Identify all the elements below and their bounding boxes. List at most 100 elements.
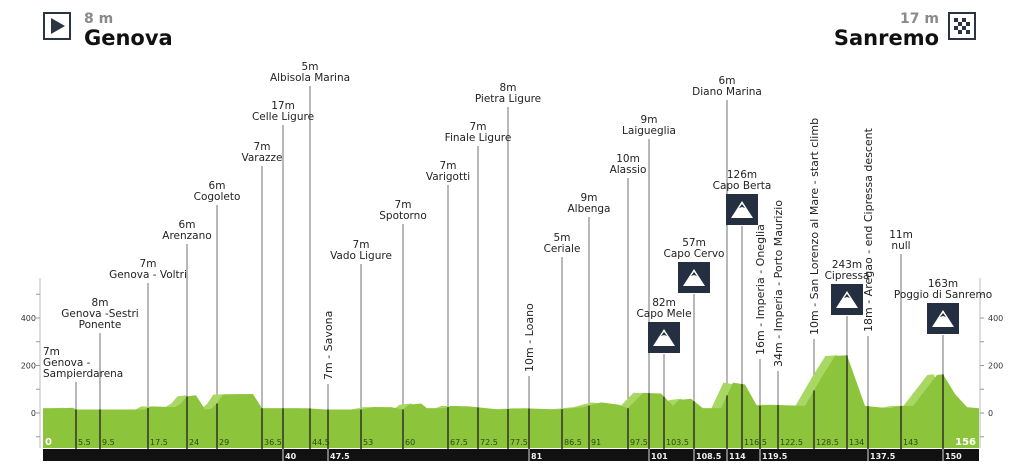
finish-info: 17 m Sanremo	[833, 11, 939, 50]
km-label: 103.5	[666, 438, 689, 447]
point-name: Arenzano	[162, 230, 211, 242]
km-label: 116.5	[744, 438, 767, 447]
km-bar-label: 119.5	[762, 452, 788, 461]
km-label: 97.5	[630, 438, 648, 447]
point-elevation: 6m	[209, 180, 226, 192]
point-name: Sampierdarena	[43, 368, 123, 380]
point-name: Finale Ligure	[445, 132, 512, 144]
point-elevation: 7m	[254, 141, 271, 153]
km-label: 53	[363, 438, 373, 447]
checkered-flag-icon	[948, 12, 976, 40]
point-name: Celle Ligure	[252, 111, 314, 123]
point-elevation: 7m	[140, 258, 157, 270]
km-label: 17.5	[150, 438, 168, 447]
point-elevation: 11m	[889, 229, 913, 241]
km-bar-label: 108.5	[696, 452, 722, 461]
right-y-tick-label: 400	[988, 314, 1003, 323]
profile-highlight	[43, 355, 979, 448]
mountain-icon	[927, 303, 959, 334]
point-elevation: 7m	[353, 239, 370, 251]
point-name: Varazze	[241, 152, 282, 164]
point-label-vertical: 10m - San Lorenzo al Mare - start climb	[808, 118, 821, 335]
point-name: Alassio	[610, 164, 647, 176]
start-icon	[43, 12, 71, 40]
mountain-icon	[726, 194, 758, 225]
mountain-shape	[653, 329, 675, 346]
point-elevation: 8m	[92, 297, 109, 309]
km-label: 44.5	[312, 438, 330, 447]
mountain-peak	[661, 332, 667, 336]
point-elevation: 6m	[179, 219, 196, 231]
point-name: Genova -Sestri	[61, 308, 138, 320]
finish-altitude: 17 m	[900, 11, 939, 27]
point-elevation: 7m	[395, 199, 412, 211]
km-label: 5.5	[78, 438, 91, 447]
climb-icon-box	[678, 262, 710, 293]
point-name: Cipressa	[825, 270, 870, 282]
mountain-icon	[648, 322, 680, 353]
point-elevation: 163m	[928, 278, 958, 290]
point-elevation: 5m	[302, 61, 319, 73]
right-y-tick-label: 200	[988, 362, 1003, 371]
elevation-profile	[43, 355, 979, 448]
point-name: Pietra Ligure	[475, 93, 541, 105]
km-bar-label: 40	[285, 452, 297, 461]
start-city: Genova	[84, 26, 173, 50]
km-label: 72.5	[480, 438, 498, 447]
mountain-shape	[932, 310, 954, 327]
km-bar-label: 101	[651, 452, 668, 461]
point-name: Varigotti	[426, 171, 470, 183]
distance-bar	[43, 449, 979, 461]
km-label: 77.5	[510, 438, 528, 447]
point-name: Ponente	[79, 319, 122, 331]
right-y-tick-label: 0	[988, 409, 993, 418]
point-name: Albisola Marina	[270, 72, 350, 84]
point-name: Genova - Voltri	[109, 269, 187, 281]
point-elevation: 126m	[727, 169, 757, 181]
mountain-peak	[844, 294, 850, 298]
km-label: 0	[45, 437, 52, 448]
climb-icon-box	[831, 284, 863, 315]
point-name: Spotorno	[379, 210, 427, 222]
mountain-shape	[731, 201, 753, 218]
km-bar-label: 81	[531, 452, 543, 461]
point-elevation: 7m	[440, 160, 457, 172]
km-bar-label: 47.5	[330, 452, 350, 461]
point-name: Capo Berta	[713, 180, 772, 192]
km-bar-label: 150	[945, 452, 962, 461]
left-y-tick-label: 200	[21, 362, 36, 371]
start-altitude: 8 m	[84, 11, 114, 27]
point-label-vertical: 10m - Loano	[523, 303, 536, 372]
mountain-peak	[739, 204, 745, 208]
point-elevation: 7m	[43, 346, 60, 358]
point-elevation: 57m	[682, 237, 706, 249]
point-name: Diano Marina	[692, 86, 762, 98]
climb-icon-box	[648, 322, 680, 353]
km-label: 156	[955, 437, 976, 448]
km-label: 29	[219, 438, 229, 447]
km-bar-label: 114	[729, 452, 746, 461]
point-elevation: 9m	[581, 192, 598, 204]
left-y-tick-label: 0	[31, 409, 36, 418]
km-label: 60	[405, 438, 415, 447]
km-label: 24	[189, 438, 199, 447]
finish-city: Sanremo	[833, 26, 939, 50]
point-name: Capo Cervo	[664, 248, 725, 260]
km-bar-label: 137.5	[870, 452, 896, 461]
point-label-vertical: 18m - Aregao - end Cipressa descent	[862, 127, 875, 332]
mountain-shape	[836, 291, 858, 308]
point-name: null	[891, 240, 910, 252]
km-label: 143	[903, 438, 918, 447]
point-name: Genova -	[43, 357, 91, 369]
km-label: 67.5	[450, 438, 468, 447]
point-elevation: 9m	[641, 114, 658, 126]
point-name: Albenga	[568, 203, 611, 215]
point-elevation: 7m	[470, 121, 487, 133]
point-name: Cogoleto	[194, 191, 241, 203]
point-name: Ceriale	[544, 243, 581, 255]
point-label-vertical: 34m - Imperia - Porto Maurizio	[772, 200, 785, 367]
point-elevation: 8m	[500, 82, 517, 94]
left-y-tick-label: 400	[21, 314, 36, 323]
point-name: Capo Mele	[636, 308, 691, 320]
